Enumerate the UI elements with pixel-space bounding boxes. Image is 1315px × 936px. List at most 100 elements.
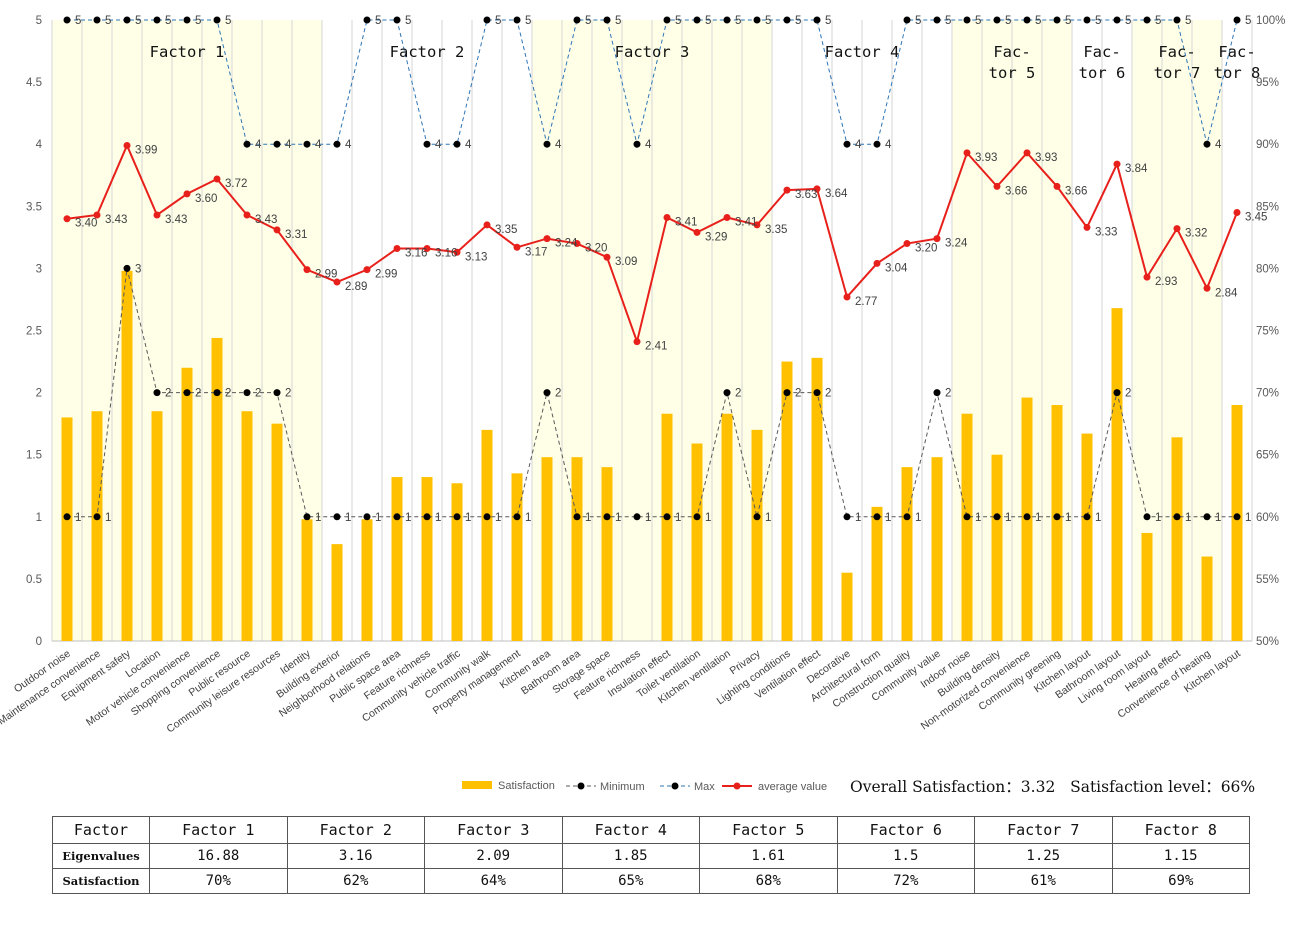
minimum-point bbox=[363, 513, 371, 521]
factor-labels: Factor 1 Factor 2 Factor 3 Factor 4 Fac-tor … bbox=[150, 43, 1261, 82]
minimum-point bbox=[513, 513, 521, 521]
max-point bbox=[303, 140, 311, 148]
average-point bbox=[903, 240, 911, 248]
max-point bbox=[603, 16, 611, 24]
satisfaction-cell: 65% bbox=[561, 868, 700, 894]
average-data-label: 3.93 bbox=[975, 152, 997, 164]
average-data-label: 3.32 bbox=[1185, 228, 1207, 240]
minimum-data-label: 2 bbox=[825, 388, 831, 400]
header-cell: Factor 1 bbox=[149, 816, 288, 844]
max-point bbox=[1053, 16, 1061, 24]
average-point bbox=[213, 175, 221, 183]
max-point bbox=[1023, 16, 1031, 24]
average-point bbox=[1053, 182, 1061, 190]
minimum-data-label: 1 bbox=[1035, 512, 1041, 524]
max-data-label: 4 bbox=[465, 139, 472, 151]
max-point bbox=[633, 140, 641, 148]
satisfaction-bar bbox=[151, 411, 163, 641]
average-point bbox=[483, 221, 491, 229]
eigenvalues-label: Eigenvalues bbox=[52, 843, 150, 869]
right-tick-label: 50% bbox=[1256, 636, 1279, 648]
satisfaction-bar bbox=[421, 477, 433, 641]
minimum-data-label: 1 bbox=[645, 512, 651, 524]
legend-marker-minimum bbox=[577, 782, 585, 790]
minimum-point bbox=[1173, 513, 1181, 521]
average-line bbox=[66, 142, 1238, 346]
minimum-data-label: 2 bbox=[195, 388, 201, 400]
header-cell: Factor bbox=[52, 816, 150, 844]
minimum-point bbox=[243, 389, 251, 397]
average-point bbox=[243, 211, 251, 219]
satisfaction-bar bbox=[271, 423, 283, 641]
legend-swatch-satisfaction bbox=[462, 781, 492, 789]
minimum-point bbox=[603, 513, 611, 521]
minimum-point bbox=[1203, 513, 1211, 521]
satisfaction-bar bbox=[751, 429, 763, 641]
average-point bbox=[573, 240, 581, 248]
max-point bbox=[783, 16, 791, 24]
max-data-label: 5 bbox=[1185, 15, 1191, 27]
average-data-label: 3.60 bbox=[195, 193, 217, 205]
minimum-point bbox=[1233, 513, 1241, 521]
minimum-point bbox=[963, 513, 971, 521]
max-data-label: 5 bbox=[615, 15, 621, 27]
minimum-data-label: 1 bbox=[675, 512, 681, 524]
satisfaction-bar bbox=[391, 477, 403, 641]
eigenvalue-cell: 1.15 bbox=[1111, 843, 1250, 869]
average-point bbox=[153, 211, 161, 219]
average-point bbox=[63, 215, 71, 223]
average-data-label: 3.35 bbox=[495, 224, 517, 236]
average-data-label: 2.93 bbox=[1155, 276, 1177, 288]
max-point bbox=[213, 16, 221, 24]
satisfaction-bar bbox=[211, 337, 223, 641]
eigenvalue-cell: 1.25 bbox=[974, 843, 1113, 869]
factor-label: tor 8 bbox=[1214, 64, 1261, 82]
eigenvalue-cell: 1.61 bbox=[699, 843, 838, 869]
max-point bbox=[183, 16, 191, 24]
satisfaction-cell: 72% bbox=[836, 868, 975, 894]
minimum-point bbox=[933, 389, 941, 397]
satisfaction-bar bbox=[481, 429, 493, 641]
max-point bbox=[693, 16, 701, 24]
eigenvalues-row: Eigenvalues 16.88 3.16 2.09 1.85 1.61 1.… bbox=[52, 843, 1250, 869]
legend-label: average value bbox=[758, 781, 827, 793]
max-point bbox=[63, 16, 71, 24]
average-data-label: 2.89 bbox=[345, 281, 367, 293]
minimum-data-label: 1 bbox=[435, 512, 441, 524]
minimum-data-label: 1 bbox=[465, 512, 471, 524]
satisfaction-bar bbox=[931, 457, 943, 641]
average-data-label: 3.63 bbox=[795, 189, 817, 201]
average-point bbox=[873, 259, 881, 267]
right-tick-label: 90% bbox=[1256, 139, 1279, 151]
header-cell: Factor 2 bbox=[286, 816, 425, 844]
average-point bbox=[183, 190, 191, 198]
right-tick-label: 95% bbox=[1256, 77, 1279, 89]
minimum-point bbox=[993, 513, 1001, 521]
right-tick-label: 85% bbox=[1256, 201, 1279, 213]
satisfaction-bar bbox=[91, 411, 103, 641]
minimum-data-label: 2 bbox=[1125, 388, 1131, 400]
satisfaction-bar bbox=[1111, 308, 1123, 641]
max-data-label: 4 bbox=[435, 139, 442, 151]
average-data-label: 3.45 bbox=[1245, 212, 1267, 224]
minimum-point bbox=[393, 513, 401, 521]
max-point bbox=[843, 140, 851, 148]
average-data-label: 2.99 bbox=[315, 269, 337, 281]
average-point bbox=[333, 278, 341, 286]
average-point bbox=[603, 253, 611, 261]
satisfaction-bar bbox=[841, 572, 853, 641]
max-data-label: 5 bbox=[375, 15, 381, 27]
max-data-label: 4 bbox=[555, 139, 562, 151]
max-data-label: 5 bbox=[1245, 15, 1251, 27]
right-y-axis: 50% 55% 60% 65% 70% 75% 80% 85% 90% 95% 100% bbox=[1256, 15, 1285, 648]
average-data-label: 3.41 bbox=[675, 216, 697, 228]
average-data-label: 3.43 bbox=[255, 214, 277, 226]
max-data-label: 5 bbox=[945, 15, 951, 27]
max-data-label: 4 bbox=[1215, 139, 1222, 151]
left-tick-label: 2.5 bbox=[26, 326, 42, 338]
max-point bbox=[573, 16, 581, 24]
eigenvalue-cell: 1.5 bbox=[836, 843, 975, 869]
minimum-point bbox=[723, 389, 731, 397]
average-data-label: 3.41 bbox=[735, 216, 757, 228]
